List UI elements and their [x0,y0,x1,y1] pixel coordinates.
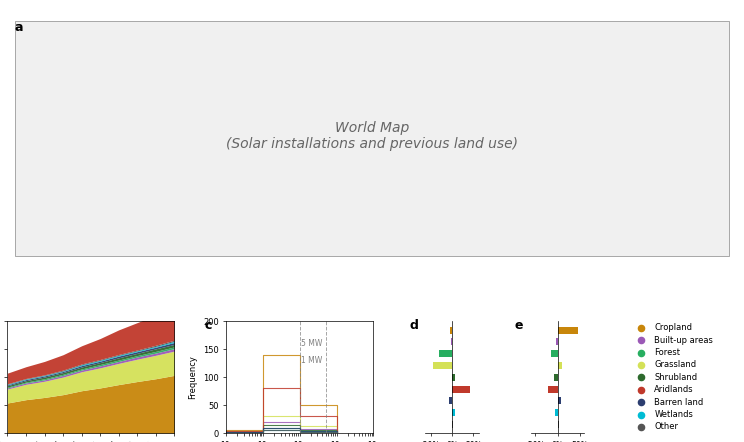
Text: Wetlands: Wetlands [655,410,693,419]
Bar [452,421,453,428]
Bar [557,421,559,428]
Text: Shrubland: Shrubland [655,373,698,382]
Bar [452,409,455,416]
Point [726,205,738,212]
Bar [555,409,557,416]
Bar [439,350,452,357]
Text: Cropland: Cropland [655,323,693,332]
Text: World Map
(Solar installations and previous land use): World Map (Solar installations and previ… [226,121,518,151]
Text: Other: Other [655,423,679,431]
Text: Forest: Forest [655,348,681,357]
Point [726,92,738,99]
Bar [452,374,455,381]
Y-axis label: Frequency: Frequency [188,355,197,399]
Bar [452,385,470,392]
Bar [551,350,557,357]
Bar [557,327,577,334]
Text: 5 MW: 5 MW [301,339,323,348]
Bar [450,327,452,334]
Text: 1 MW: 1 MW [301,356,323,365]
Bar [433,362,452,369]
Bar [548,385,557,392]
Text: Aridlands: Aridlands [655,385,694,394]
Text: Grassland: Grassland [655,360,696,370]
Text: a: a [15,21,23,34]
Bar [557,397,561,404]
Text: Barren land: Barren land [655,398,704,407]
Bar [554,374,557,381]
Text: Built-up areas: Built-up areas [655,335,713,345]
Text: e: e [515,319,523,332]
Text: d: d [409,319,418,332]
Text: c: c [205,319,212,332]
Point [726,317,738,324]
Bar [451,339,452,346]
Bar [557,362,562,369]
FancyBboxPatch shape [15,21,729,256]
Bar [449,397,452,404]
